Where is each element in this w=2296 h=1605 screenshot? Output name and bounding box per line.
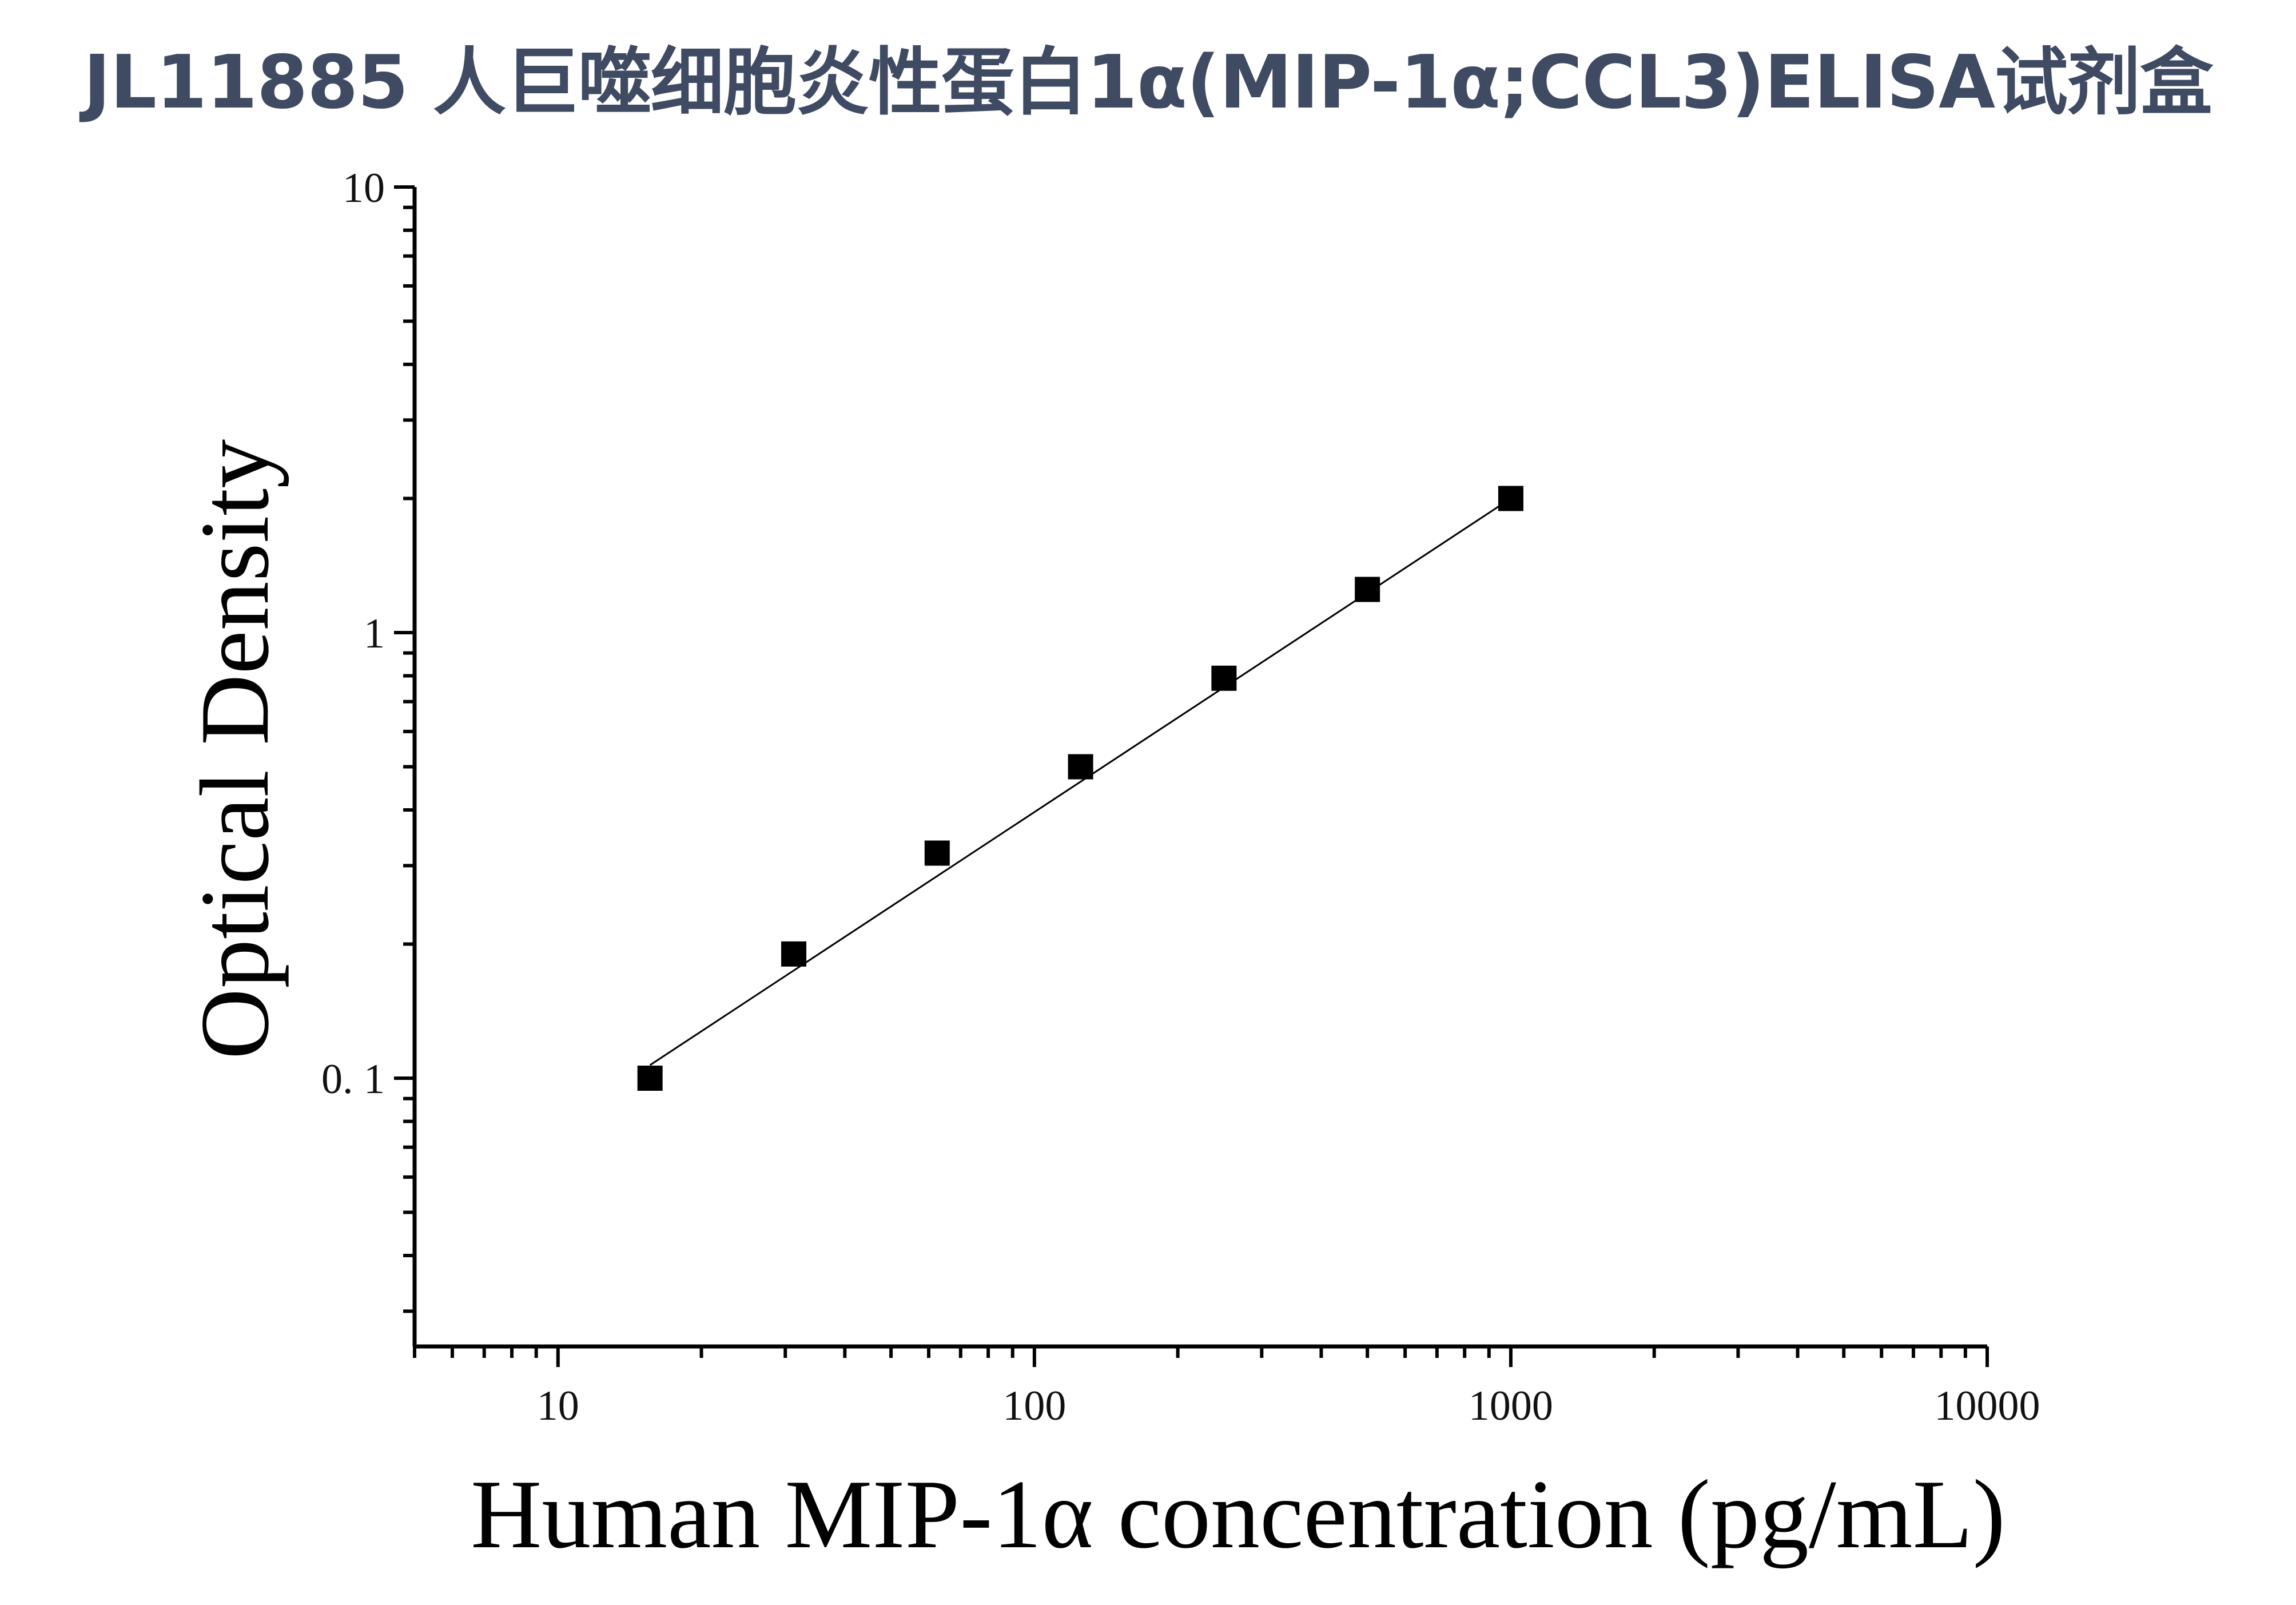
- x-tick-label: 10000: [1935, 1382, 2040, 1429]
- y-tick-label: 0. 1: [321, 1056, 385, 1103]
- fit-line-group: [649, 498, 1511, 1066]
- data-point: [1355, 577, 1380, 602]
- data-point: [1068, 754, 1093, 780]
- x-tick-label: 10: [537, 1382, 579, 1429]
- y-tick-label: 1: [364, 610, 385, 657]
- axes: 10 100 1000 10000 0. 1 1 10: [321, 165, 2040, 1429]
- data-point: [924, 840, 950, 866]
- data-point: [1498, 486, 1523, 511]
- fit-line: [649, 498, 1511, 1066]
- x-axis-label: Human MIP-1α concentration (pg/mL): [471, 1460, 2005, 1569]
- data-point: [1211, 665, 1237, 691]
- data-points: [637, 486, 1523, 1091]
- y-tick-label: 10: [343, 165, 385, 212]
- y-axis-label: Optical Density: [181, 439, 289, 1059]
- data-point: [637, 1065, 663, 1091]
- x-tick-label: 100: [1002, 1382, 1066, 1429]
- data-point: [781, 941, 807, 967]
- chart-title: JL11885 人巨噬细胞炎性蛋白1α(MIP-1α;CCL3)ELISA试剂盒: [83, 40, 2213, 125]
- x-tick-label: 1000: [1469, 1382, 1553, 1429]
